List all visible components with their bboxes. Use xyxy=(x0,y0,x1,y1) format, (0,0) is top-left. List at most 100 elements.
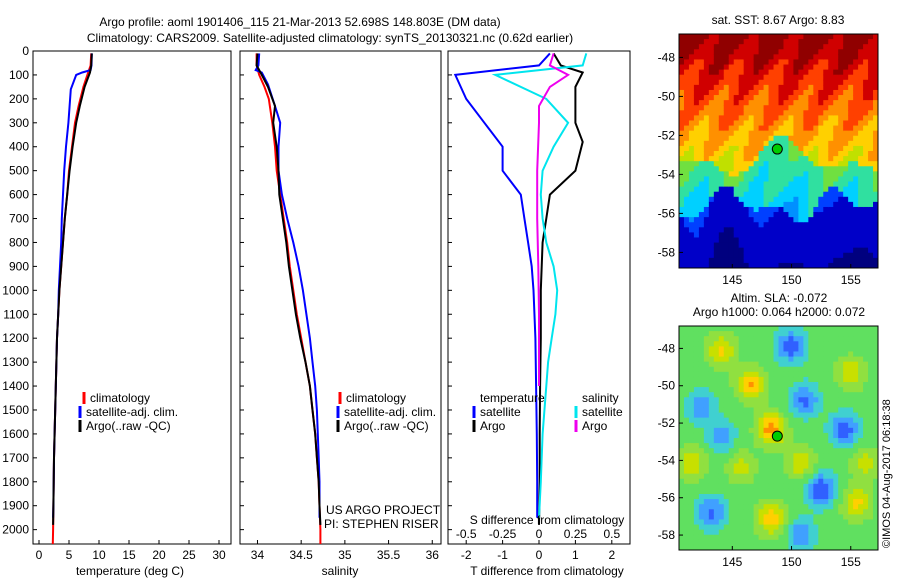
heatmap-cell xyxy=(853,247,859,254)
heatmap-cell xyxy=(788,79,795,86)
heatmap-cell xyxy=(679,448,685,454)
heatmap-cell xyxy=(773,257,780,264)
heatmap-cell xyxy=(793,130,799,137)
heatmap-cell xyxy=(758,514,765,521)
heatmap-cell xyxy=(703,120,710,127)
heatmap-cell xyxy=(688,432,695,439)
heatmap-cell xyxy=(828,206,834,213)
heatmap-cell xyxy=(683,392,690,398)
heatmap-cell xyxy=(753,84,760,91)
heatmap-cell xyxy=(703,346,710,353)
heatmap-cell xyxy=(688,524,695,531)
heatmap-cell xyxy=(798,151,804,157)
heatmap-cell xyxy=(713,468,720,475)
heatmap-cell xyxy=(738,151,745,157)
heatmap-cell xyxy=(683,412,690,419)
heatmap-cell xyxy=(868,544,874,550)
heatmap-cell xyxy=(768,514,775,521)
heatmap-cell xyxy=(828,336,834,342)
heatmap-cell xyxy=(743,397,750,403)
heatmap-cell xyxy=(783,120,790,127)
heatmap-cell xyxy=(823,95,829,101)
heatmap-cell xyxy=(679,222,685,228)
heatmap-cell xyxy=(813,191,819,198)
heatmap-cell xyxy=(693,89,700,96)
heatmap-cell xyxy=(823,145,829,152)
heatmap-cell xyxy=(718,161,725,167)
heatmap-cell xyxy=(793,64,799,71)
heatmap-cell xyxy=(723,509,730,515)
heatmap-cell xyxy=(758,171,765,178)
heatmap-cell xyxy=(703,326,710,332)
heatmap-cell xyxy=(808,140,814,147)
heatmap-cell xyxy=(773,331,780,337)
heatmap-cell xyxy=(763,212,770,218)
heatmap-cell xyxy=(868,54,874,61)
heatmap-cell xyxy=(838,115,844,122)
heatmap-cell xyxy=(713,371,720,378)
heatmap-cell xyxy=(713,115,720,122)
heatmap-cell xyxy=(808,217,814,223)
heatmap-cell xyxy=(723,59,730,66)
heatmap-cell xyxy=(763,499,770,505)
heatmap-cell xyxy=(833,39,839,45)
heatmap-cell xyxy=(838,145,844,152)
heatmap-cell xyxy=(753,237,760,244)
heatmap-cell xyxy=(798,156,804,162)
heatmap-cell xyxy=(763,534,770,541)
heatmap-cell xyxy=(803,212,809,218)
heatmap-cell xyxy=(718,69,725,76)
heatmap-cell xyxy=(773,125,780,132)
heatmap-cell xyxy=(813,463,819,470)
heatmap-cell xyxy=(713,412,720,419)
heatmap-cell xyxy=(863,529,869,536)
heatmap-cell xyxy=(679,44,685,50)
heatmap-cell xyxy=(743,544,750,550)
heatmap-cell xyxy=(823,509,829,515)
heatmap-cell xyxy=(778,181,785,188)
heatmap-cell xyxy=(868,356,874,363)
heatmap-cell xyxy=(773,427,780,434)
heatmap-cell xyxy=(783,519,790,526)
heatmap-cell xyxy=(768,196,775,203)
heatmap-cell xyxy=(818,346,824,353)
heatmap-cell xyxy=(713,326,720,332)
heatmap-cell xyxy=(753,326,760,332)
heatmap-cell xyxy=(778,130,785,137)
heatmap-cell xyxy=(798,534,804,541)
heatmap-cell xyxy=(823,252,829,259)
heatmap-cell xyxy=(748,161,755,167)
heatmap-cell xyxy=(833,356,839,363)
heatmap-cell xyxy=(778,69,785,76)
heatmap-cell xyxy=(868,366,874,373)
heatmap-cell xyxy=(793,74,799,81)
heatmap-cell xyxy=(718,125,725,132)
heatmap-cell xyxy=(723,356,730,363)
heatmap-cell xyxy=(853,166,859,172)
heatmap-cell xyxy=(683,100,690,106)
heatmap-cell xyxy=(753,44,760,50)
heatmap-cell xyxy=(693,69,700,76)
heatmap-cell xyxy=(679,443,685,449)
heatmap-cell xyxy=(693,206,700,213)
heatmap-cell xyxy=(703,176,710,183)
heatmap-cell xyxy=(743,44,750,50)
heatmap-cell xyxy=(768,387,775,393)
heatmap-cell xyxy=(708,39,715,45)
heatmap-cell xyxy=(853,44,859,50)
heatmap-cell xyxy=(813,145,819,152)
heatmap-cell xyxy=(808,110,814,116)
heatmap-cell xyxy=(688,494,695,500)
heatmap-cell xyxy=(728,392,735,398)
heatmap-cell xyxy=(853,361,859,368)
depth-tick-label: 800 xyxy=(9,235,29,249)
heatmap-cell xyxy=(813,242,819,249)
heatmap-cell xyxy=(843,176,849,183)
heatmap-cell xyxy=(838,222,844,228)
heatmap-cell xyxy=(693,361,700,368)
heatmap-cell xyxy=(733,110,740,116)
heatmap-cell xyxy=(708,494,715,500)
heatmap-cell xyxy=(688,161,695,167)
heatmap-cell xyxy=(763,544,770,550)
heatmap-cell xyxy=(848,534,854,541)
